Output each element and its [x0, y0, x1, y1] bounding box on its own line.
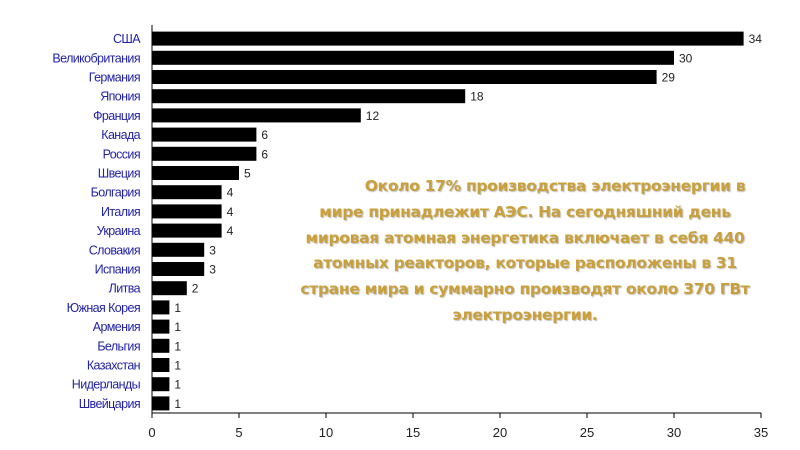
x-tick-label: 0: [148, 425, 155, 440]
data-label: 6: [261, 128, 268, 142]
category-label: Болгария: [91, 186, 140, 200]
category-label: Япония: [100, 90, 140, 104]
category-label: Словакия: [89, 243, 140, 257]
x-tick-label: 25: [580, 425, 594, 440]
category-label: США: [113, 32, 141, 46]
data-label: 1: [174, 359, 181, 373]
x-tick-label: 15: [406, 425, 420, 440]
annotation-line: электроэнергии.: [452, 305, 598, 324]
category-label: Швеция: [98, 167, 140, 181]
data-label: 5: [244, 167, 251, 181]
category-label: Франция: [93, 109, 140, 123]
data-label: 3: [209, 263, 216, 277]
data-label: 1: [174, 320, 181, 334]
bar: [152, 223, 222, 238]
bar: [152, 146, 257, 161]
data-label: 30: [679, 51, 693, 65]
bar: [152, 204, 222, 219]
bar: [152, 242, 205, 257]
category-label: Испания: [95, 263, 140, 277]
data-label: 4: [227, 224, 234, 238]
bar: [152, 31, 744, 46]
data-label: 34: [749, 32, 763, 46]
bar: [152, 338, 170, 353]
category-label: Казахстан: [87, 359, 141, 373]
bar: [152, 319, 170, 334]
bar: [152, 396, 170, 411]
annotation-text: Около 17% производства электроэнергии в …: [270, 174, 780, 329]
data-label: 4: [227, 186, 234, 200]
annotation-line: атомных реакторов, которые расположены в…: [313, 254, 737, 273]
bar: [152, 358, 170, 372]
data-label: 12: [366, 109, 380, 123]
category-label: Германия: [89, 71, 140, 85]
annotation-line: мировая атомная энергетика включает в се…: [305, 228, 745, 247]
data-label: 18: [470, 90, 484, 104]
bar: [152, 50, 674, 65]
bar: [152, 262, 205, 276]
data-label: 6: [261, 147, 268, 161]
data-label: 1: [174, 397, 181, 411]
data-label: 1: [174, 378, 181, 392]
bar: [152, 166, 239, 180]
category-label: Россия: [103, 147, 140, 161]
annotation-line: Около 17% производства электроэнергии в: [364, 177, 746, 195]
category-label: Литва: [109, 282, 141, 296]
data-label: 1: [174, 301, 181, 315]
x-tick-label: 20: [493, 425, 507, 440]
category-label: Канада: [101, 128, 140, 142]
bar: [152, 89, 466, 104]
category-label: Украина: [97, 224, 141, 238]
data-label: 1: [174, 339, 181, 353]
category-label: Великобритания: [52, 51, 140, 65]
x-tick-label: 10: [319, 425, 333, 440]
bar: [152, 300, 170, 315]
category-label: Нидерланды: [72, 378, 141, 392]
category-label: Бельгия: [97, 339, 140, 353]
annotation-line: мире принадлежит АЭС. На сегодняшний ден…: [319, 202, 731, 221]
bar: [152, 281, 187, 296]
bar: [152, 185, 222, 200]
x-tick-label: 5: [235, 425, 242, 440]
category-label: Армения: [93, 320, 140, 334]
data-label: 3: [209, 243, 216, 257]
x-tick-label: 35: [754, 425, 768, 440]
bar: [152, 70, 657, 84]
category-label: Италия: [101, 205, 140, 219]
bar: [152, 127, 257, 142]
annotation-line: стране мира и суммарно производят около …: [300, 280, 750, 299]
bar: [152, 108, 361, 123]
bar: [152, 377, 170, 392]
category-label: Южная Корея: [67, 301, 140, 315]
x-tick-label: 30: [667, 425, 681, 440]
data-label: 2: [192, 282, 199, 296]
data-label: 4: [227, 205, 234, 219]
category-label: Швейцария: [79, 397, 140, 411]
data-label: 29: [662, 71, 676, 85]
